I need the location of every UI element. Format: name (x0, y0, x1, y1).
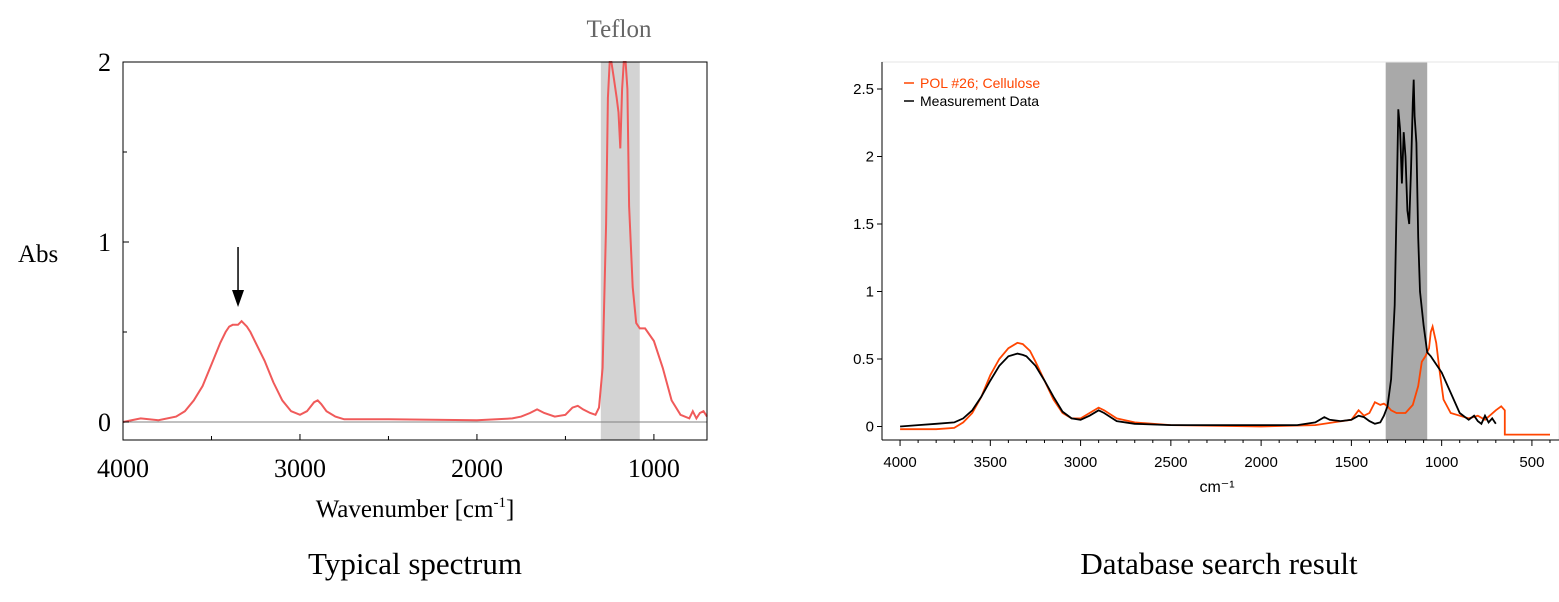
left-y-tick-label: 0 (98, 408, 111, 437)
teflon-label: Teflon (587, 16, 652, 43)
right-y-tick-label: 1 (866, 284, 874, 301)
left-x-axis-label-main: Wavenumber [cm (316, 496, 494, 523)
right-x-tick-label: 2000 (1244, 454, 1277, 471)
right-y-tick-label: 2.5 (853, 81, 874, 98)
legend-label-cellulose: POL #26; Cellulose (920, 75, 1040, 91)
left-x-tick-label: 2000 (451, 454, 503, 483)
right-chart-title: Database search result (1080, 546, 1358, 581)
right-y-tick-label: 2 (866, 149, 874, 166)
right-shaded-region (1385, 62, 1428, 440)
right-y-tick-label: 0 (866, 419, 874, 436)
left-x-axis-label-sup: -1 (493, 495, 506, 511)
right-series-line-measurement (900, 79, 1497, 428)
right-x-ticks: 4000 3500 3000 2500 2000 1500 1000 500 (883, 440, 1551, 471)
chart-typical-spectrum: 0 1 2 4000 3000 2000 1000 Teflon Abs Wavenumb… (18, 16, 708, 581)
left-y-ticks: 0 1 2 (98, 48, 129, 437)
right-x-axis-label: cm⁻¹ (1199, 479, 1234, 496)
right-x-tick-label: 1000 (1425, 454, 1458, 471)
right-y-tick-label: 1.5 (853, 216, 874, 233)
left-plot-frame (122, 61, 708, 441)
left-chart-title: Typical spectrum (308, 546, 522, 581)
left-x-tick-label: 1000 (628, 454, 680, 483)
left-x-axis-label-end: ] (506, 496, 514, 523)
right-x-tick-label: 1500 (1335, 454, 1368, 471)
legend-label-measurement: Measurement Data (920, 93, 1039, 109)
left-series-line (122, 61, 708, 423)
right-x-tick-label: 3500 (974, 454, 1007, 471)
right-x-tick-label: 3000 (1064, 454, 1097, 471)
right-x-tick-label: 2500 (1154, 454, 1187, 471)
left-x-axis-label: Wavenumber [cm-1] (316, 495, 515, 523)
right-y-ticks: 0 0.5 1 1.5 2 2.5 (853, 81, 882, 436)
right-x-tick-label: 4000 (883, 454, 916, 471)
chart-database-search-result: 0 0.5 1 1.5 2 2.5 4000 3500 3000 2500 2000 1500 100… (853, 61, 1559, 581)
right-y-tick-label: 0.5 (853, 351, 874, 368)
left-x-tick-label: 3000 (274, 454, 326, 483)
left-x-tick-label: 4000 (97, 454, 149, 483)
right-plot-frame (881, 61, 1559, 441)
arrow-annotation (232, 247, 245, 307)
left-x-ticks: 4000 3000 2000 1000 (97, 434, 680, 483)
left-y-tick-label: 1 (98, 228, 111, 257)
left-y-axis-label: Abs (18, 241, 58, 268)
right-series-line-cellulose (900, 323, 1550, 436)
right-x-tick-label: 500 (1519, 454, 1544, 471)
right-legend: POL #26; Cellulose Measurement Data (904, 75, 1040, 109)
arrow-head (232, 290, 245, 307)
left-y-tick-label: 2 (98, 48, 111, 77)
